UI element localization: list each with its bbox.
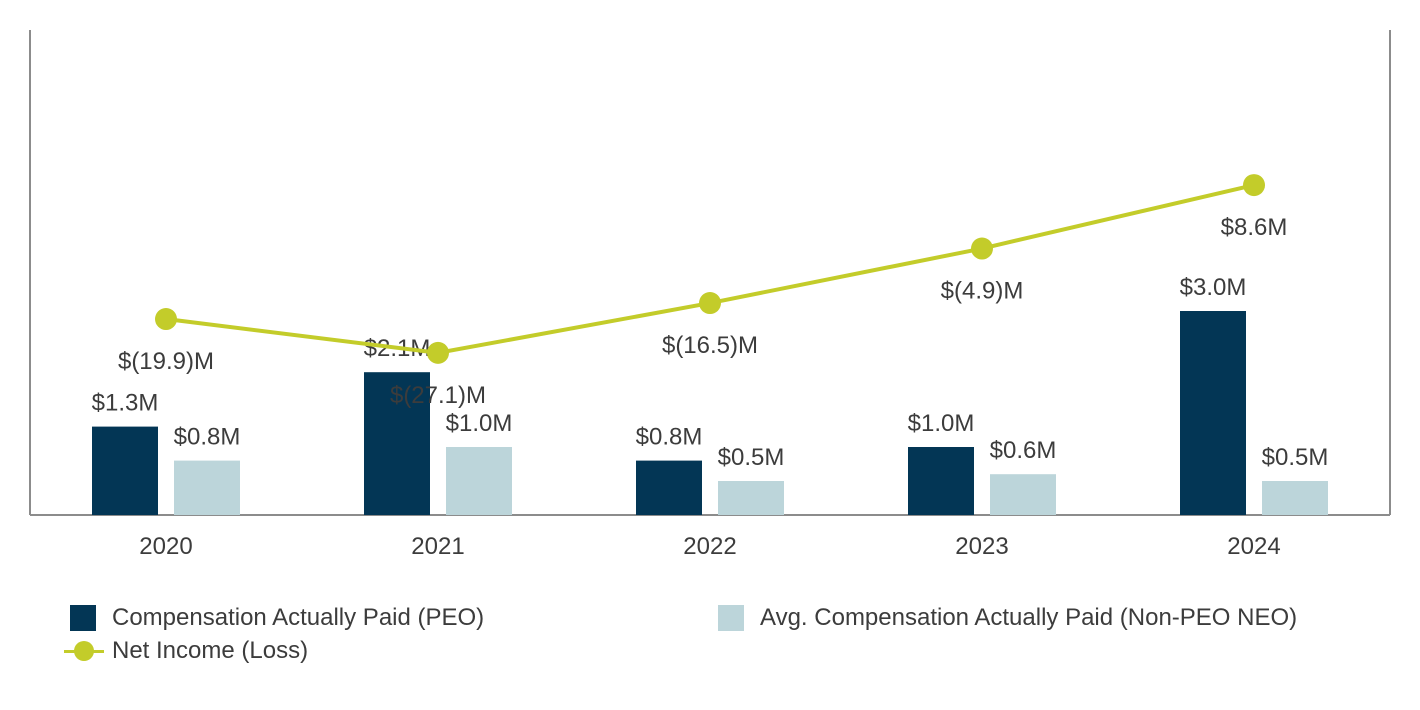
data-label-non-peo-2023: $0.6M bbox=[990, 437, 1057, 464]
point-net-income-2022 bbox=[699, 292, 721, 315]
bar-non-peo-2020 bbox=[174, 460, 240, 515]
data-label-net-income-2023: $(4.9)M bbox=[941, 278, 1024, 305]
data-label-net-income-2020: $(19.9)M bbox=[118, 348, 214, 375]
data-label-non-peo-2024: $0.5M bbox=[1262, 444, 1329, 471]
bar-peo-2020 bbox=[92, 426, 158, 515]
data-label-net-income-2024: $8.6M bbox=[1221, 214, 1288, 241]
data-label-non-peo-2022: $0.5M bbox=[718, 444, 785, 471]
bar-peo-2024 bbox=[1180, 311, 1246, 515]
point-net-income-2023 bbox=[971, 237, 993, 260]
data-label-peo-2022: $0.8M bbox=[636, 424, 703, 451]
bar-peo-2021 bbox=[364, 372, 430, 515]
bar-peo-2023 bbox=[908, 447, 974, 515]
data-label-net-income-2021: $(27.1)M bbox=[390, 382, 486, 409]
x-tick-2023: 2023 bbox=[955, 533, 1008, 560]
data-label-net-income-2022: $(16.5)M bbox=[662, 332, 758, 359]
bar-non-peo-2023 bbox=[990, 474, 1056, 515]
x-tick-2021: 2021 bbox=[411, 533, 464, 560]
bar-peo-2022 bbox=[636, 460, 702, 515]
x-tick-2020: 2020 bbox=[139, 533, 192, 560]
point-net-income-2020 bbox=[155, 308, 177, 331]
data-label-peo-2024: $3.0M bbox=[1180, 274, 1247, 301]
data-label-peo-2020: $1.3M bbox=[92, 390, 159, 417]
data-label-peo-2023: $1.0M bbox=[908, 410, 975, 437]
bar-non-peo-2024 bbox=[1262, 481, 1328, 515]
x-tick-2022: 2022 bbox=[683, 533, 736, 560]
point-net-income-2021 bbox=[427, 341, 449, 364]
line-net-income bbox=[165, 183, 1255, 355]
bar-non-peo-2021 bbox=[446, 447, 512, 515]
bar-non-peo-2022 bbox=[718, 481, 784, 515]
point-net-income-2024 bbox=[1243, 174, 1265, 197]
x-tick-2024: 2024 bbox=[1227, 533, 1280, 560]
data-label-non-peo-2021: $1.0M bbox=[446, 410, 513, 437]
data-label-non-peo-2020: $0.8M bbox=[174, 424, 241, 451]
